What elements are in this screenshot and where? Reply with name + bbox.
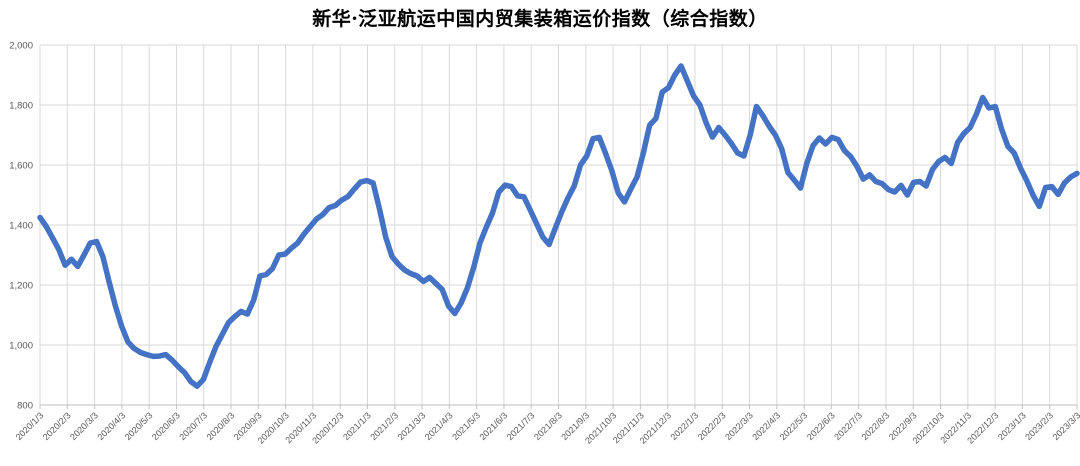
x-tick-label: 2022/3/3 [723,410,755,442]
y-tick-label: 800 [17,401,33,412]
x-tick-label: 2020/6/3 [150,410,182,442]
y-tick-label: 1,800 [9,101,33,112]
x-tick-label: 2020/7/3 [177,410,209,442]
y-tick-label: 1,600 [9,161,33,172]
x-tick-label: 2021/8/3 [532,410,564,442]
x-tick-label: 2020/5/3 [123,410,155,442]
x-tick-label: 2020/2/3 [41,410,73,442]
x-tick-label: 2021/7/3 [505,410,537,442]
y-tick-label: 1,200 [9,281,33,292]
x-tick-label: 2021/3/3 [396,410,428,442]
x-tick-label: 2020/3/3 [68,410,100,442]
x-tick-label: 2023/3/3 [1051,410,1080,442]
x-tick-label: 2023/1/3 [996,410,1028,442]
y-tick-label: 1,400 [9,221,33,232]
x-tick-label: 2021/4/3 [423,410,455,442]
y-tick-label: 1,000 [9,341,33,352]
x-tick-label: 2022/7/3 [832,410,864,442]
x-tick-label: 2021/6/3 [477,410,509,442]
chart-title: 新华·泛亚航运中国内贸集装箱运价指数（综合指数） [312,8,768,30]
x-gridlines [39,45,1078,405]
x-tick-label: 2022/6/3 [805,410,837,442]
x-tick-label: 2022/1/3 [669,410,701,442]
x-tick-label: 2022/5/3 [778,410,810,442]
x-tick-label: 2021/2/3 [368,410,400,442]
x-tick-label: 2020/4/3 [95,410,127,442]
x-tick-label: 2022/8/3 [860,410,892,442]
x-tick-label: 2020/1/3 [14,410,46,442]
x-tick-label: 2022/4/3 [750,410,782,442]
index-series-line [37,63,1080,389]
x-tick-label: 2021/1/3 [341,410,373,442]
x-axis-labels: 2020/1/32020/2/32020/3/32020/4/32020/5/3… [14,410,1080,445]
y-axis-labels: 800 1,000 1,200 1,400 1,600 1,800 2,000 [9,41,33,412]
x-tick-label: 2022/2/3 [696,410,728,442]
x-tick-label: 2023/2/3 [1023,410,1055,442]
x-tick-label: 2020/8/3 [205,410,237,442]
x-tick-label: 2021/5/3 [450,410,482,442]
y-tick-label: 2,000 [9,41,33,52]
x-axis-ticks [39,405,1078,409]
